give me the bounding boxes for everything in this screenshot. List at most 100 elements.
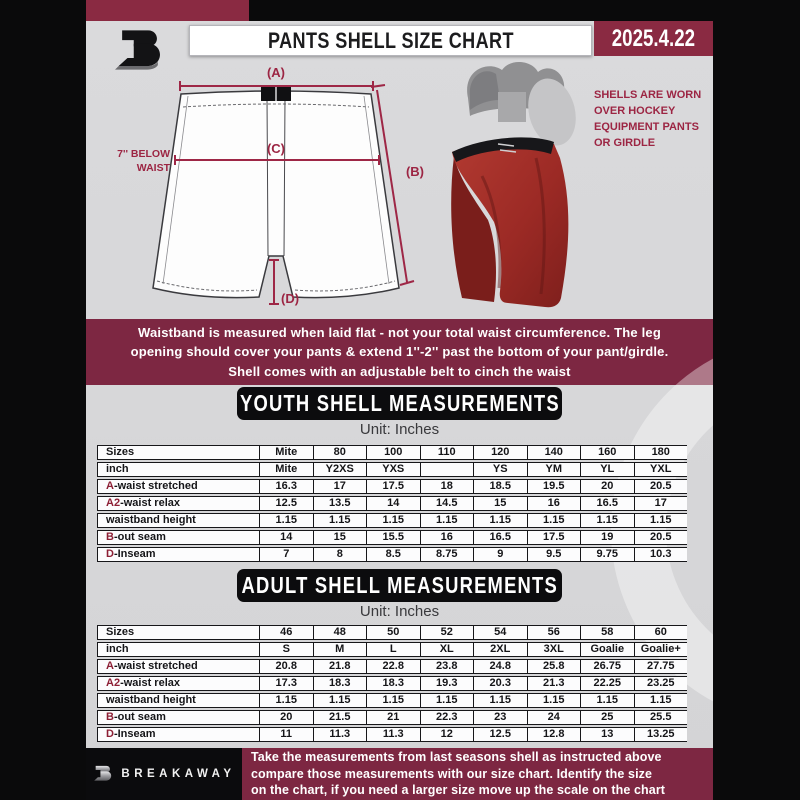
size-cell: Goalie+: [633, 642, 687, 657]
adult-unit-label: Unit: Inches: [359, 603, 440, 620]
size-cell: 1.15: [580, 513, 634, 528]
breakaway-logo-icon: [115, 30, 160, 70]
size-cell: 9.75: [580, 547, 634, 562]
footer-brand-block: BREAKAWAY: [86, 748, 242, 800]
size-cell: 1.15: [312, 693, 366, 708]
document-body: PANTS SHELL SIZE CHART 2025.4.22 (A) (C)…: [86, 0, 713, 800]
size-cell: 22.25: [580, 676, 634, 691]
row-label: D-Inseam: [97, 727, 259, 742]
size-cell: 1.15: [580, 693, 634, 708]
size-cell: L: [366, 642, 420, 657]
size-cell: Mite: [259, 445, 313, 460]
row-label-accent: B: [106, 531, 114, 543]
size-cell: 7: [259, 547, 313, 562]
size-cell: 160: [580, 445, 634, 460]
size-cell: YL: [580, 462, 634, 477]
adult-section-title: ADULT SHELL MEASUREMENTS: [241, 572, 558, 598]
table-row: D-Inseam 7 8 8.5 8.75 9 9.5 9.75 10.3: [97, 547, 687, 562]
size-cell: 19: [580, 530, 634, 545]
fly-lines: [266, 96, 286, 257]
right-hem-stitch: [294, 280, 396, 292]
size-cell: 23.25: [633, 676, 687, 691]
shell-measurement-diagram: (A) (C) (B) (D): [152, 66, 424, 306]
row-label: waistband height: [97, 693, 259, 708]
row-label: Sizes: [97, 625, 259, 640]
table-row: A2-waist relax 12.5 13.5 14 14.5 15 16 16.5 17: [97, 496, 687, 511]
waistband-stitch: [182, 103, 370, 108]
size-cell: 17: [312, 479, 366, 494]
table-row: inch Mite Y2XS YXS YS YM YL YXL: [97, 462, 687, 477]
size-cell: 18.3: [312, 676, 366, 691]
size-cell: 22.8: [366, 659, 420, 674]
date-badge: 2025.4.22: [594, 21, 713, 56]
row-label: Sizes: [97, 445, 259, 460]
size-cell: 16: [419, 530, 473, 545]
size-cell: 1.15: [526, 513, 580, 528]
row-label-accent: D: [106, 728, 114, 740]
size-cell: 25: [580, 710, 634, 725]
size-cell: 54: [473, 625, 527, 640]
size-cell: 1.15: [473, 693, 527, 708]
size-cell: 14.5: [419, 496, 473, 511]
row-label-accent: A2: [106, 497, 121, 509]
size-cell: 50: [366, 625, 420, 640]
size-cell: 16: [526, 496, 580, 511]
size-cell: 56: [526, 625, 580, 640]
size-cell: 18.5: [473, 479, 527, 494]
table-row: waistband height 1.15 1.15 1.15 1.15 1.15 1.15…: [97, 693, 687, 708]
youth-unit-label: Unit: Inches: [359, 421, 440, 438]
size-cell: 1.15: [473, 513, 527, 528]
size-cell: 12.5: [473, 727, 527, 742]
size-cell: YXL: [633, 462, 687, 477]
size-cell: 13.5: [312, 496, 366, 511]
size-cell: 58: [580, 625, 634, 640]
size-cell: 14: [366, 496, 420, 511]
size-cell: M: [312, 642, 366, 657]
shell-back-leg: [451, 156, 496, 302]
footer-brand-text: BREAKAWAY: [121, 768, 236, 780]
row-label: A-waist stretched: [97, 659, 259, 674]
page-title: PANTS SHELL SIZE CHART: [267, 27, 514, 53]
size-cell: 16.5: [473, 530, 527, 545]
size-cell: 20.5: [633, 479, 687, 494]
size-cell: 14: [259, 530, 313, 545]
youth-size-table: Sizes Mite 80 100 110 120 140 160 180 inch Mite Y2X…: [97, 443, 687, 564]
size-cell: 1.15: [312, 513, 366, 528]
size-cell: 1.15: [259, 513, 313, 528]
row-label-accent: A: [106, 480, 114, 492]
size-cell: 20: [580, 479, 634, 494]
waist-note: 7'' BELOW WAIST: [117, 148, 170, 175]
table-row: D-Inseam 11 11.3 11.3 12 12.5 12.8 13 13.25: [97, 727, 687, 742]
youth-section-banner: YOUTH SHELL MEASUREMENTS: [237, 387, 562, 420]
size-cell: 13.25: [633, 727, 687, 742]
size-cell: 16.5: [580, 496, 634, 511]
size-cell: 3XL: [526, 642, 580, 657]
diagram-label-c: (C): [267, 141, 285, 156]
size-cell: 8: [312, 547, 366, 562]
table-row: waistband height 1.15 1.15 1.15 1.15 1.15 1.15…: [97, 513, 687, 528]
size-cell: 24.8: [473, 659, 527, 674]
table-row: B-out seam 20 21.5 21 22.3 23 24 25 25.5: [97, 710, 687, 725]
row-label: B-out seam: [97, 710, 259, 725]
measure-line-c: [174, 155, 380, 165]
side-panel-lines: [162, 95, 390, 285]
size-cell: 17.5: [526, 530, 580, 545]
measurement-notice-banner: Waistband is measured when laid flat - n…: [86, 319, 713, 385]
size-cell: 25.8: [526, 659, 580, 674]
size-cell: YXS: [366, 462, 420, 477]
diagram-label-b: (B): [406, 164, 424, 179]
table-row: B-out seam 14 15 15.5 16 16.5 17.5 19 20.5: [97, 530, 687, 545]
size-cell: 18.3: [366, 676, 420, 691]
size-cell: 24: [526, 710, 580, 725]
size-cell: [419, 462, 473, 477]
size-cell: 17: [633, 496, 687, 511]
size-cell: 16.3: [259, 479, 313, 494]
size-cell: 12: [419, 727, 473, 742]
size-cell: 110: [419, 445, 473, 460]
girdle-shadow: [469, 71, 500, 110]
row-label: A2-waist relax: [97, 676, 259, 691]
size-cell: 11: [259, 727, 313, 742]
size-cell: 11.3: [366, 727, 420, 742]
table-row: A-waist stretched 20.8 21.8 22.8 23.8 24.8 25.…: [97, 659, 687, 674]
notice-text: Waistband is measured when laid flat - n…: [130, 324, 669, 379]
